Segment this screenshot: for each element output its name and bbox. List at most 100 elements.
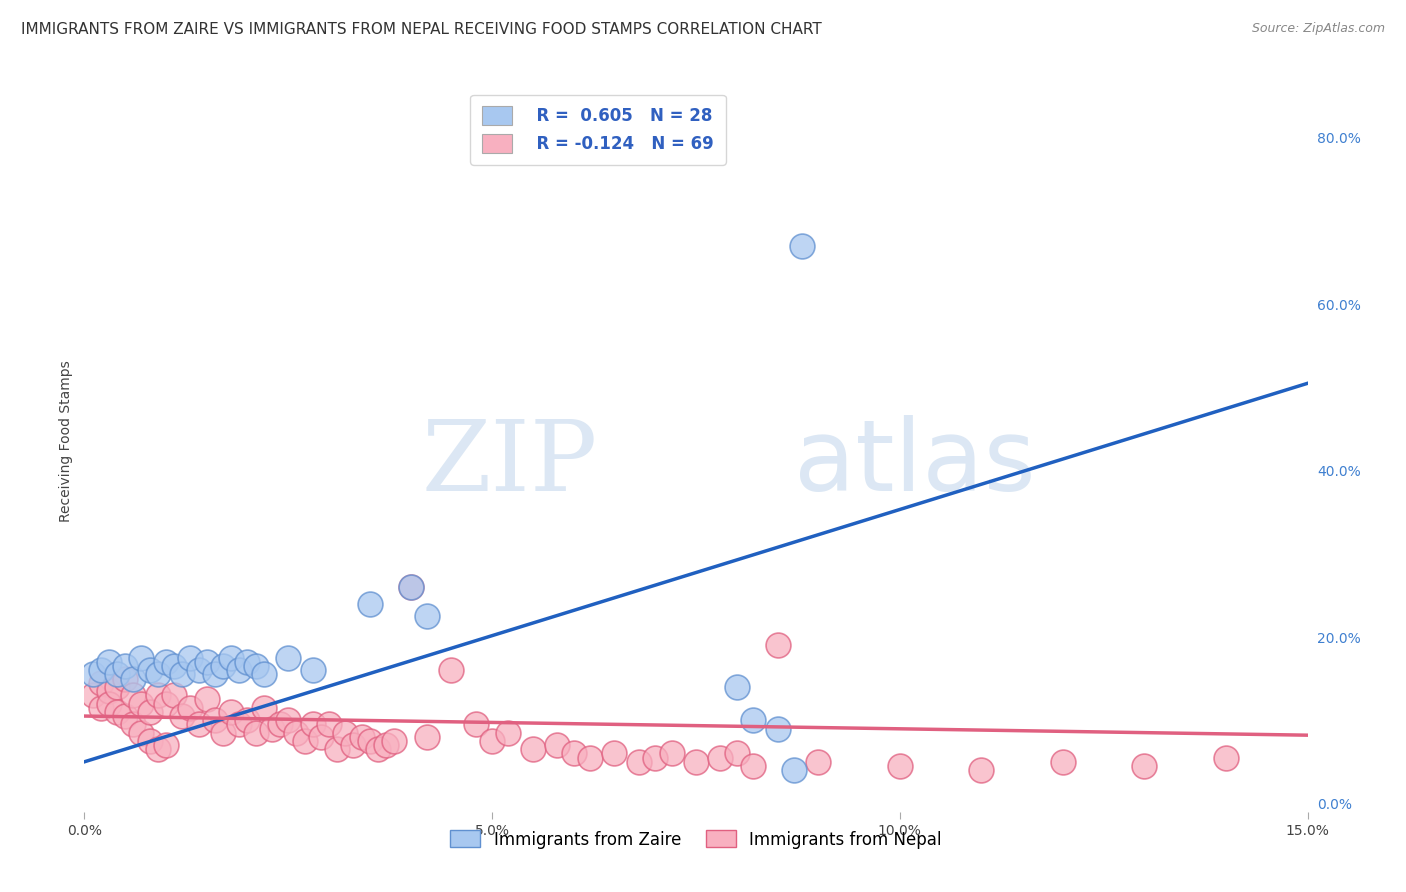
- Point: [204, 667, 226, 681]
- Point: [155, 738, 177, 752]
- Point: [725, 747, 748, 761]
- Point: [146, 688, 169, 702]
- Point: [399, 580, 422, 594]
- Point: [187, 663, 209, 677]
- Point: [889, 759, 911, 773]
- Point: [301, 717, 323, 731]
- Point: [359, 597, 381, 611]
- Point: [335, 725, 357, 739]
- Point: [114, 672, 136, 686]
- Point: [416, 609, 439, 624]
- Point: [131, 650, 153, 665]
- Point: [382, 734, 405, 748]
- Point: [138, 734, 160, 748]
- Point: [301, 663, 323, 677]
- Point: [82, 667, 104, 681]
- Point: [269, 717, 291, 731]
- Point: [661, 747, 683, 761]
- Point: [90, 700, 112, 714]
- Point: [1133, 759, 1156, 773]
- Point: [155, 697, 177, 711]
- Point: [114, 709, 136, 723]
- Point: [399, 580, 422, 594]
- Point: [562, 747, 585, 761]
- Point: [179, 700, 201, 714]
- Point: [807, 755, 830, 769]
- Point: [97, 655, 120, 669]
- Point: [579, 750, 602, 764]
- Point: [644, 750, 666, 764]
- Point: [90, 675, 112, 690]
- Point: [122, 688, 145, 702]
- Point: [253, 667, 276, 681]
- Point: [105, 680, 128, 694]
- Point: [97, 684, 120, 698]
- Point: [131, 697, 153, 711]
- Point: [416, 730, 439, 744]
- Point: [253, 700, 276, 714]
- Point: [709, 750, 731, 764]
- Point: [522, 742, 544, 756]
- Point: [603, 747, 626, 761]
- Point: [97, 697, 120, 711]
- Point: [285, 725, 308, 739]
- Point: [367, 742, 389, 756]
- Point: [375, 738, 398, 752]
- Point: [481, 734, 503, 748]
- Point: [219, 705, 242, 719]
- Point: [359, 734, 381, 748]
- Point: [294, 734, 316, 748]
- Point: [342, 738, 364, 752]
- Point: [122, 672, 145, 686]
- Point: [277, 713, 299, 727]
- Point: [138, 663, 160, 677]
- Point: [725, 680, 748, 694]
- Point: [464, 717, 486, 731]
- Point: [685, 755, 707, 769]
- Point: [1215, 750, 1237, 764]
- Point: [204, 713, 226, 727]
- Point: [90, 663, 112, 677]
- Point: [1052, 755, 1074, 769]
- Point: [187, 717, 209, 731]
- Point: [138, 705, 160, 719]
- Point: [195, 692, 218, 706]
- Point: [277, 650, 299, 665]
- Legend: Immigrants from Zaire, Immigrants from Nepal: Immigrants from Zaire, Immigrants from N…: [443, 823, 949, 855]
- Point: [742, 759, 765, 773]
- Point: [766, 638, 789, 652]
- Point: [245, 725, 267, 739]
- Point: [163, 688, 186, 702]
- Point: [163, 659, 186, 673]
- Point: [260, 722, 283, 736]
- Text: atlas: atlas: [794, 416, 1035, 512]
- Point: [212, 659, 235, 673]
- Point: [82, 688, 104, 702]
- Point: [245, 659, 267, 673]
- Point: [212, 725, 235, 739]
- Point: [627, 755, 650, 769]
- Point: [122, 717, 145, 731]
- Text: IMMIGRANTS FROM ZAIRE VS IMMIGRANTS FROM NEPAL RECEIVING FOOD STAMPS CORRELATION: IMMIGRANTS FROM ZAIRE VS IMMIGRANTS FROM…: [21, 22, 823, 37]
- Point: [326, 742, 349, 756]
- Point: [498, 725, 520, 739]
- Point: [742, 713, 765, 727]
- Point: [114, 659, 136, 673]
- Point: [105, 705, 128, 719]
- Point: [318, 717, 340, 731]
- Point: [228, 663, 250, 677]
- Point: [131, 725, 153, 739]
- Point: [195, 655, 218, 669]
- Point: [172, 667, 194, 681]
- Point: [105, 667, 128, 681]
- Point: [790, 239, 813, 253]
- Point: [783, 763, 806, 777]
- Point: [970, 763, 993, 777]
- Point: [228, 717, 250, 731]
- Point: [155, 655, 177, 669]
- Point: [309, 730, 332, 744]
- Point: [440, 663, 463, 677]
- Point: [546, 738, 568, 752]
- Point: [179, 650, 201, 665]
- Point: [350, 730, 373, 744]
